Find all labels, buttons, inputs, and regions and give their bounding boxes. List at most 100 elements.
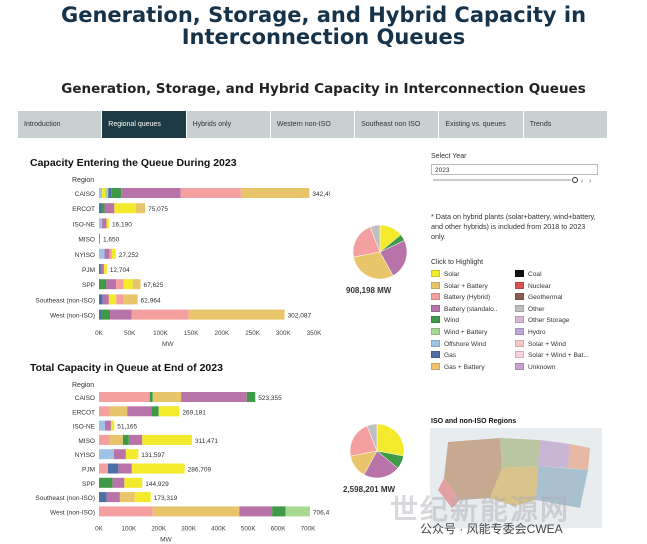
bar-segment-battery-standalo[interactable] bbox=[104, 420, 111, 431]
legend-item-gas[interactable]: Gas bbox=[431, 351, 456, 359]
pie-slice-solar-battery[interactable] bbox=[353, 251, 394, 280]
iso-regions-map[interactable] bbox=[430, 428, 602, 528]
year-slider[interactable]: ‹ › bbox=[431, 176, 598, 184]
bar-segment-battery-hybrid[interactable] bbox=[116, 294, 124, 305]
slider-handle[interactable] bbox=[572, 177, 578, 183]
tab-hybrids-only[interactable]: Hybrids only bbox=[186, 111, 271, 138]
legend-item-battery-standalo[interactable]: Battery (standalo.. bbox=[431, 304, 498, 313]
legend-item-battery-hybrid[interactable]: Battery (Hybrid) bbox=[431, 293, 490, 301]
map-region-spp[interactable] bbox=[500, 438, 540, 468]
bar-segment-battery-standalo[interactable] bbox=[102, 294, 109, 305]
map-region-southeast[interactable] bbox=[536, 466, 588, 508]
legend-item-other[interactable]: Other bbox=[515, 304, 545, 313]
bar-segment-gas[interactable] bbox=[99, 309, 102, 320]
legend-item-solar-battery[interactable]: Solar + Battery bbox=[431, 281, 488, 290]
bar-segment-solar-battery[interactable] bbox=[152, 392, 182, 402]
legend-item-wind[interactable]: Wind bbox=[431, 316, 459, 324]
bar-segment-battery-standalo[interactable] bbox=[100, 264, 104, 274]
bar-segment-battery-hybrid[interactable] bbox=[116, 279, 124, 290]
bar-segment-battery-standalo[interactable] bbox=[99, 233, 101, 244]
bar-segment-battery-hybrid[interactable] bbox=[109, 248, 112, 259]
bar-segment-solar[interactable] bbox=[108, 294, 117, 305]
bar-segment-solar[interactable] bbox=[142, 434, 192, 445]
bar-segment-battery-hybrid[interactable] bbox=[99, 406, 110, 417]
bar-segment-battery-standalo[interactable] bbox=[112, 477, 125, 488]
bar-segment-gas[interactable] bbox=[99, 294, 103, 305]
pie-slice-solar[interactable] bbox=[376, 423, 405, 457]
bar-segment-battery-standalo[interactable] bbox=[113, 449, 126, 460]
legend-item-offshore-wind[interactable]: Offshore Wind bbox=[431, 339, 486, 348]
bar-segment-battery-standalo[interactable] bbox=[121, 188, 181, 198]
legend-item-other-storage[interactable]: Other Storage bbox=[515, 316, 569, 324]
bar-segment-battery-standalo[interactable] bbox=[104, 203, 115, 214]
tab-regional-queues[interactable]: Regional queues bbox=[102, 111, 187, 138]
bar-segment-wind-battery[interactable] bbox=[105, 188, 109, 198]
bar-segment-solar[interactable] bbox=[111, 248, 116, 259]
bar-segment-solar[interactable] bbox=[123, 279, 133, 290]
bar-segment-gas[interactable] bbox=[99, 492, 107, 503]
bar-segment-battery-hybrid[interactable] bbox=[180, 188, 241, 198]
bar-segment-gas[interactable] bbox=[107, 463, 119, 474]
map-region-pjm[interactable] bbox=[568, 444, 590, 470]
bar-segment-offshore-wind[interactable] bbox=[99, 248, 105, 259]
bar-segment-solar-battery[interactable] bbox=[109, 406, 128, 417]
tab-trends[interactable]: Trends bbox=[523, 111, 608, 138]
legend-item-hydro[interactable]: Hydro bbox=[515, 328, 546, 336]
bar-segment-wind[interactable] bbox=[99, 477, 113, 488]
map-region-miso[interactable] bbox=[538, 440, 570, 468]
bar-segment-battery-standalo[interactable] bbox=[127, 406, 152, 417]
bar-segment-gas[interactable] bbox=[99, 203, 103, 214]
legend-item-unknown[interactable]: Unknown bbox=[515, 362, 556, 371]
legend-item-coal[interactable]: Coal bbox=[515, 270, 542, 278]
bar-segment-solar-battery[interactable] bbox=[132, 279, 141, 290]
map-region-caiso[interactable] bbox=[438, 478, 460, 508]
pie-slice-battery-standalo[interactable] bbox=[363, 450, 399, 479]
bar-segment-battery-standalo[interactable] bbox=[239, 506, 273, 517]
legend-item-geothermal[interactable]: Geothermal bbox=[515, 293, 562, 301]
bar-segment-solar[interactable] bbox=[134, 492, 151, 503]
bar-segment-battery-standalo[interactable] bbox=[118, 463, 132, 474]
bar-segment-wind[interactable] bbox=[246, 392, 256, 402]
bar-segment-solar-battery[interactable] bbox=[123, 294, 138, 305]
bar-segment-solar-battery[interactable] bbox=[188, 309, 285, 320]
bar-segment-wind[interactable] bbox=[272, 506, 286, 517]
bar-segment-solar-battery[interactable] bbox=[109, 434, 123, 445]
tab-introduction[interactable]: Introduction bbox=[18, 111, 103, 138]
pie-slice-other[interactable] bbox=[369, 224, 381, 253]
bar-segment-battery-standalo[interactable] bbox=[128, 434, 143, 445]
bar-segment-battery-standalo[interactable] bbox=[104, 248, 110, 259]
bar-segment-solar[interactable] bbox=[125, 449, 139, 460]
legend-item-nuclear[interactable]: Nuclear bbox=[515, 281, 551, 290]
bar-segment-battery-standalo[interactable] bbox=[110, 309, 132, 320]
bar-segment-solar[interactable] bbox=[114, 203, 136, 214]
legend-item-gas-battery[interactable]: Gas + Battery bbox=[431, 362, 485, 371]
map-region-ercot[interactable] bbox=[490, 466, 538, 506]
bar-segment-wind[interactable] bbox=[101, 309, 111, 320]
bar-segment-solar-battery[interactable] bbox=[119, 492, 135, 503]
tab-western-non-iso[interactable]: Western non-ISO bbox=[270, 111, 356, 138]
bar-segment-solar[interactable] bbox=[110, 420, 115, 431]
bar-segment-battery-hybrid[interactable] bbox=[131, 309, 189, 320]
bar-segment-wind-battery[interactable] bbox=[285, 506, 310, 517]
pie-slice-battery-hybrid[interactable] bbox=[352, 226, 381, 258]
pie-slice-other[interactable] bbox=[366, 423, 378, 452]
bar-segment-battery-standalo[interactable] bbox=[106, 492, 120, 503]
bar-segment-battery-hybrid[interactable] bbox=[99, 506, 153, 517]
bar-segment-battery-hybrid[interactable] bbox=[99, 463, 108, 474]
bar-segment-solar-battery[interactable] bbox=[240, 188, 310, 198]
bar-segment-offshore-wind[interactable] bbox=[99, 420, 105, 431]
pie-slice-battery-standalo[interactable] bbox=[379, 240, 408, 276]
legend-item-wind-battery[interactable]: Wind + Battery bbox=[431, 328, 487, 336]
bar-segment-wind[interactable] bbox=[122, 434, 129, 445]
bar-segment-offshore-wind[interactable] bbox=[99, 449, 114, 460]
slider-prev-icon[interactable]: ‹ bbox=[581, 178, 584, 184]
tab-existing-vs-queues[interactable]: Existing vs. queues bbox=[439, 111, 524, 138]
bar-segment-battery-hybrid[interactable] bbox=[99, 434, 110, 445]
year-select[interactable]: 2023 bbox=[431, 164, 598, 175]
map-region-west[interactable] bbox=[444, 438, 502, 500]
bar-segment-offshore-wind[interactable] bbox=[99, 218, 103, 229]
bar-segment-battery-hybrid[interactable] bbox=[99, 392, 150, 402]
legend-item-solar-wind[interactable]: Solar + Wind bbox=[515, 339, 566, 348]
bar-segment-solar[interactable] bbox=[124, 477, 143, 488]
slider-next-icon[interactable]: › bbox=[589, 178, 592, 184]
